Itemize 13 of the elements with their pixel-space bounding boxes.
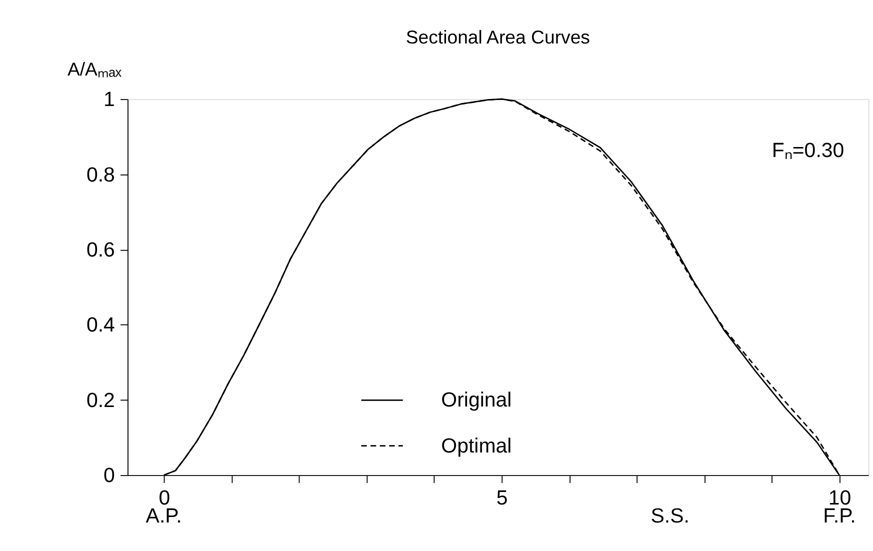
legend-label: Optimal bbox=[441, 434, 512, 458]
y-tick-label: 1 bbox=[104, 88, 115, 112]
x-tick-label: 5 bbox=[496, 486, 508, 510]
y-tick-label: 0.8 bbox=[86, 163, 115, 186]
y-axis-title: A/Aₘₐₓ bbox=[67, 58, 122, 80]
text: S.S. bbox=[650, 504, 690, 528]
legend-label: Original bbox=[441, 388, 512, 412]
y-tick-label: 0.6 bbox=[86, 238, 115, 262]
y-tick-label: 0.2 bbox=[86, 388, 115, 412]
chart-title: Sectional Area Curves bbox=[406, 26, 590, 48]
y-tick-label: 0.4 bbox=[86, 314, 115, 337]
annotation: Fₙ=0.30 bbox=[772, 138, 844, 162]
y-tick-label: 0 bbox=[104, 464, 115, 488]
